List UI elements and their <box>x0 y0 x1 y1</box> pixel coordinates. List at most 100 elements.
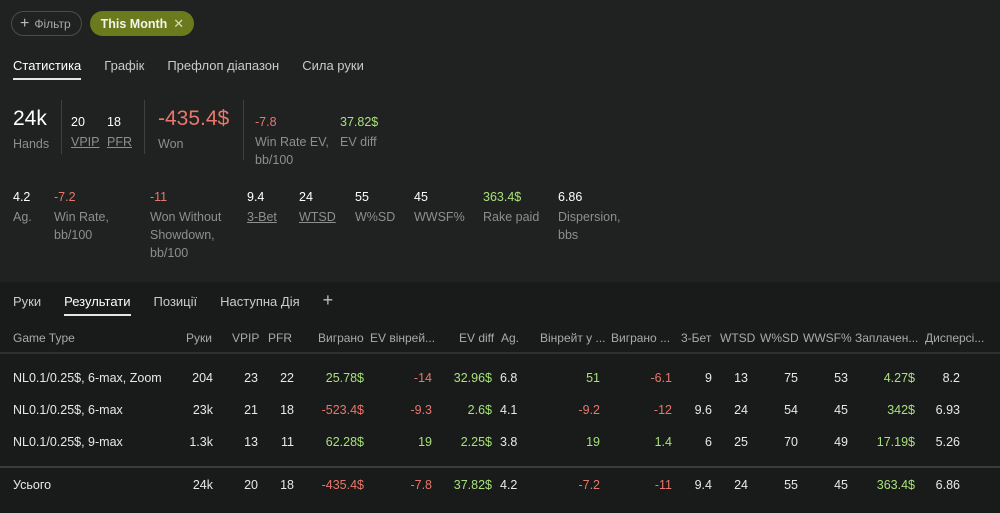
stat-wsd: 55 W%SD <box>355 190 396 224</box>
column-header[interactable]: EV diff <box>459 331 495 345</box>
table-cell: 51 <box>586 371 600 385</box>
plus-icon: + <box>20 14 30 32</box>
table-cell: 18 <box>280 403 294 417</box>
table-cell: 6.86 <box>935 478 960 492</box>
tab-graph[interactable]: Графік <box>104 58 145 73</box>
table-cell: 3.8 <box>500 435 518 449</box>
column-header[interactable]: Заплачен... <box>855 331 919 345</box>
table-cell: 23 <box>244 371 258 385</box>
table-cell: 4.2 <box>500 478 518 492</box>
table-cell: -6.1 <box>650 371 672 385</box>
tab-statistics[interactable]: Статистика <box>13 58 82 80</box>
stat-rake-paid: 363.4$ Rake paid <box>483 190 540 224</box>
table-cell: 9 <box>705 371 712 385</box>
active-filter-label: This Month <box>100 16 168 31</box>
table-cell: 20 <box>244 478 258 492</box>
stat-winrate: -7.2 Win Rate, bb/100 <box>54 190 109 242</box>
table-cell: -435.4$ <box>321 478 364 492</box>
table-cell: 11 <box>281 435 294 449</box>
table-cell: 54 <box>784 403 798 417</box>
table-cell: 21 <box>244 403 258 417</box>
table-cell: NL0.1/0.25$, 6-max <box>13 403 123 417</box>
active-filter-chip[interactable]: This Month ✕ <box>89 11 195 36</box>
stat-wtsd: 24 WTSD <box>299 190 336 224</box>
table-cell: 2.25$ <box>460 435 492 449</box>
stat-wwsf: 45 WWSF% <box>414 190 465 224</box>
header-divider <box>0 352 1000 354</box>
table-cell: 75 <box>784 371 798 385</box>
table-cell: 204 <box>192 371 213 385</box>
table-cell: -14 <box>413 371 432 385</box>
column-header[interactable]: Вінрейт у ... <box>540 331 606 345</box>
table-cell: 19 <box>586 435 600 449</box>
table-cell: NL0.1/0.25$, 9-max <box>13 435 123 449</box>
add-tab-icon[interactable]: + <box>322 290 334 310</box>
column-header[interactable]: WWSF% <box>803 331 852 345</box>
column-header[interactable]: EV вінрей... <box>370 331 436 345</box>
table-cell: 4.1 <box>500 403 518 417</box>
table-cell: -11 <box>654 478 672 492</box>
tab-results[interactable]: Результати <box>64 294 131 316</box>
divider <box>61 100 62 154</box>
column-header[interactable]: Дисперсі... <box>925 331 985 345</box>
stat-won: -435.4$ Won <box>158 107 230 151</box>
table-cell: 9.4 <box>694 478 712 492</box>
column-header[interactable]: Виграно ... <box>611 331 671 345</box>
column-header[interactable]: Game Type <box>13 331 75 345</box>
table-cell: 13 <box>244 435 258 449</box>
table-cell: 9.6 <box>694 403 712 417</box>
table-cell: 49 <box>834 435 848 449</box>
tab-preflop-range[interactable]: Префлоп діапазон <box>167 58 280 73</box>
stat-ag: 4.2 Ag. <box>13 190 32 224</box>
add-filter-label: Фільтр <box>34 16 71 31</box>
table-cell: 22 <box>280 371 294 385</box>
table-cell: 342$ <box>887 403 915 417</box>
stat-ev-diff: 37.82$ EV diff <box>340 115 379 149</box>
table-cell: 55 <box>784 478 798 492</box>
table-cell: 24 <box>734 403 748 417</box>
column-header[interactable]: WTSD <box>720 331 756 345</box>
table-cell: 1.3k <box>189 435 213 449</box>
stat-vpip: 20 VPIP <box>71 115 100 149</box>
table-cell: 18 <box>280 478 294 492</box>
table-cell: 53 <box>834 371 848 385</box>
stat-winrate-ev: -7.8 Win Rate EV, bb/100 <box>255 115 329 167</box>
table-cell: 2.6$ <box>467 403 492 417</box>
table-cell: -7.8 <box>410 478 432 492</box>
stat-hands: 24k Hands <box>13 107 50 151</box>
tab-hand-strength[interactable]: Сила руки <box>302 58 364 73</box>
table-cell: 17.19$ <box>876 435 915 449</box>
column-header[interactable]: PFR <box>268 331 292 345</box>
stat-3bet: 9.4 3-Bet <box>247 190 277 224</box>
stat-dispersion: 6.86 Dispersion, bbs <box>558 190 621 242</box>
table-cell: 5.26 <box>935 435 960 449</box>
column-header[interactable]: VPIP <box>232 331 260 345</box>
table-cell: Усього <box>13 478 52 492</box>
divider <box>243 100 244 160</box>
close-icon[interactable]: ✕ <box>173 15 185 31</box>
table-cell: 37.82$ <box>453 478 492 492</box>
results-panel <box>0 282 1000 513</box>
column-header[interactable]: Виграно <box>318 331 364 345</box>
column-header[interactable]: Ag. <box>501 331 520 345</box>
table-cell: 4.27$ <box>883 371 915 385</box>
tab-hands[interactable]: Руки <box>13 294 42 309</box>
add-filter-button[interactable]: + Фільтр <box>11 11 82 36</box>
tab-next-action[interactable]: Наступна Дія <box>220 294 300 309</box>
table-cell: 6.8 <box>500 371 518 385</box>
table-cell: -523.4$ <box>321 403 364 417</box>
column-header[interactable]: Руки <box>186 331 212 345</box>
table-cell: 45 <box>834 403 848 417</box>
table-cell: 8.2 <box>942 371 960 385</box>
table-cell: 6.93 <box>935 403 960 417</box>
table-cell: 13 <box>734 371 748 385</box>
table-cell: 23k <box>192 403 213 417</box>
column-header[interactable]: 3-Бет <box>681 331 712 345</box>
table-cell: 32.96$ <box>453 371 492 385</box>
tab-positions[interactable]: Позиції <box>153 294 198 309</box>
total-divider <box>0 466 1000 468</box>
table-cell: 25 <box>734 435 748 449</box>
table-cell: 6 <box>705 435 712 449</box>
column-header[interactable]: W%SD <box>760 331 799 345</box>
stat-pfr: 18 PFR <box>107 115 132 149</box>
